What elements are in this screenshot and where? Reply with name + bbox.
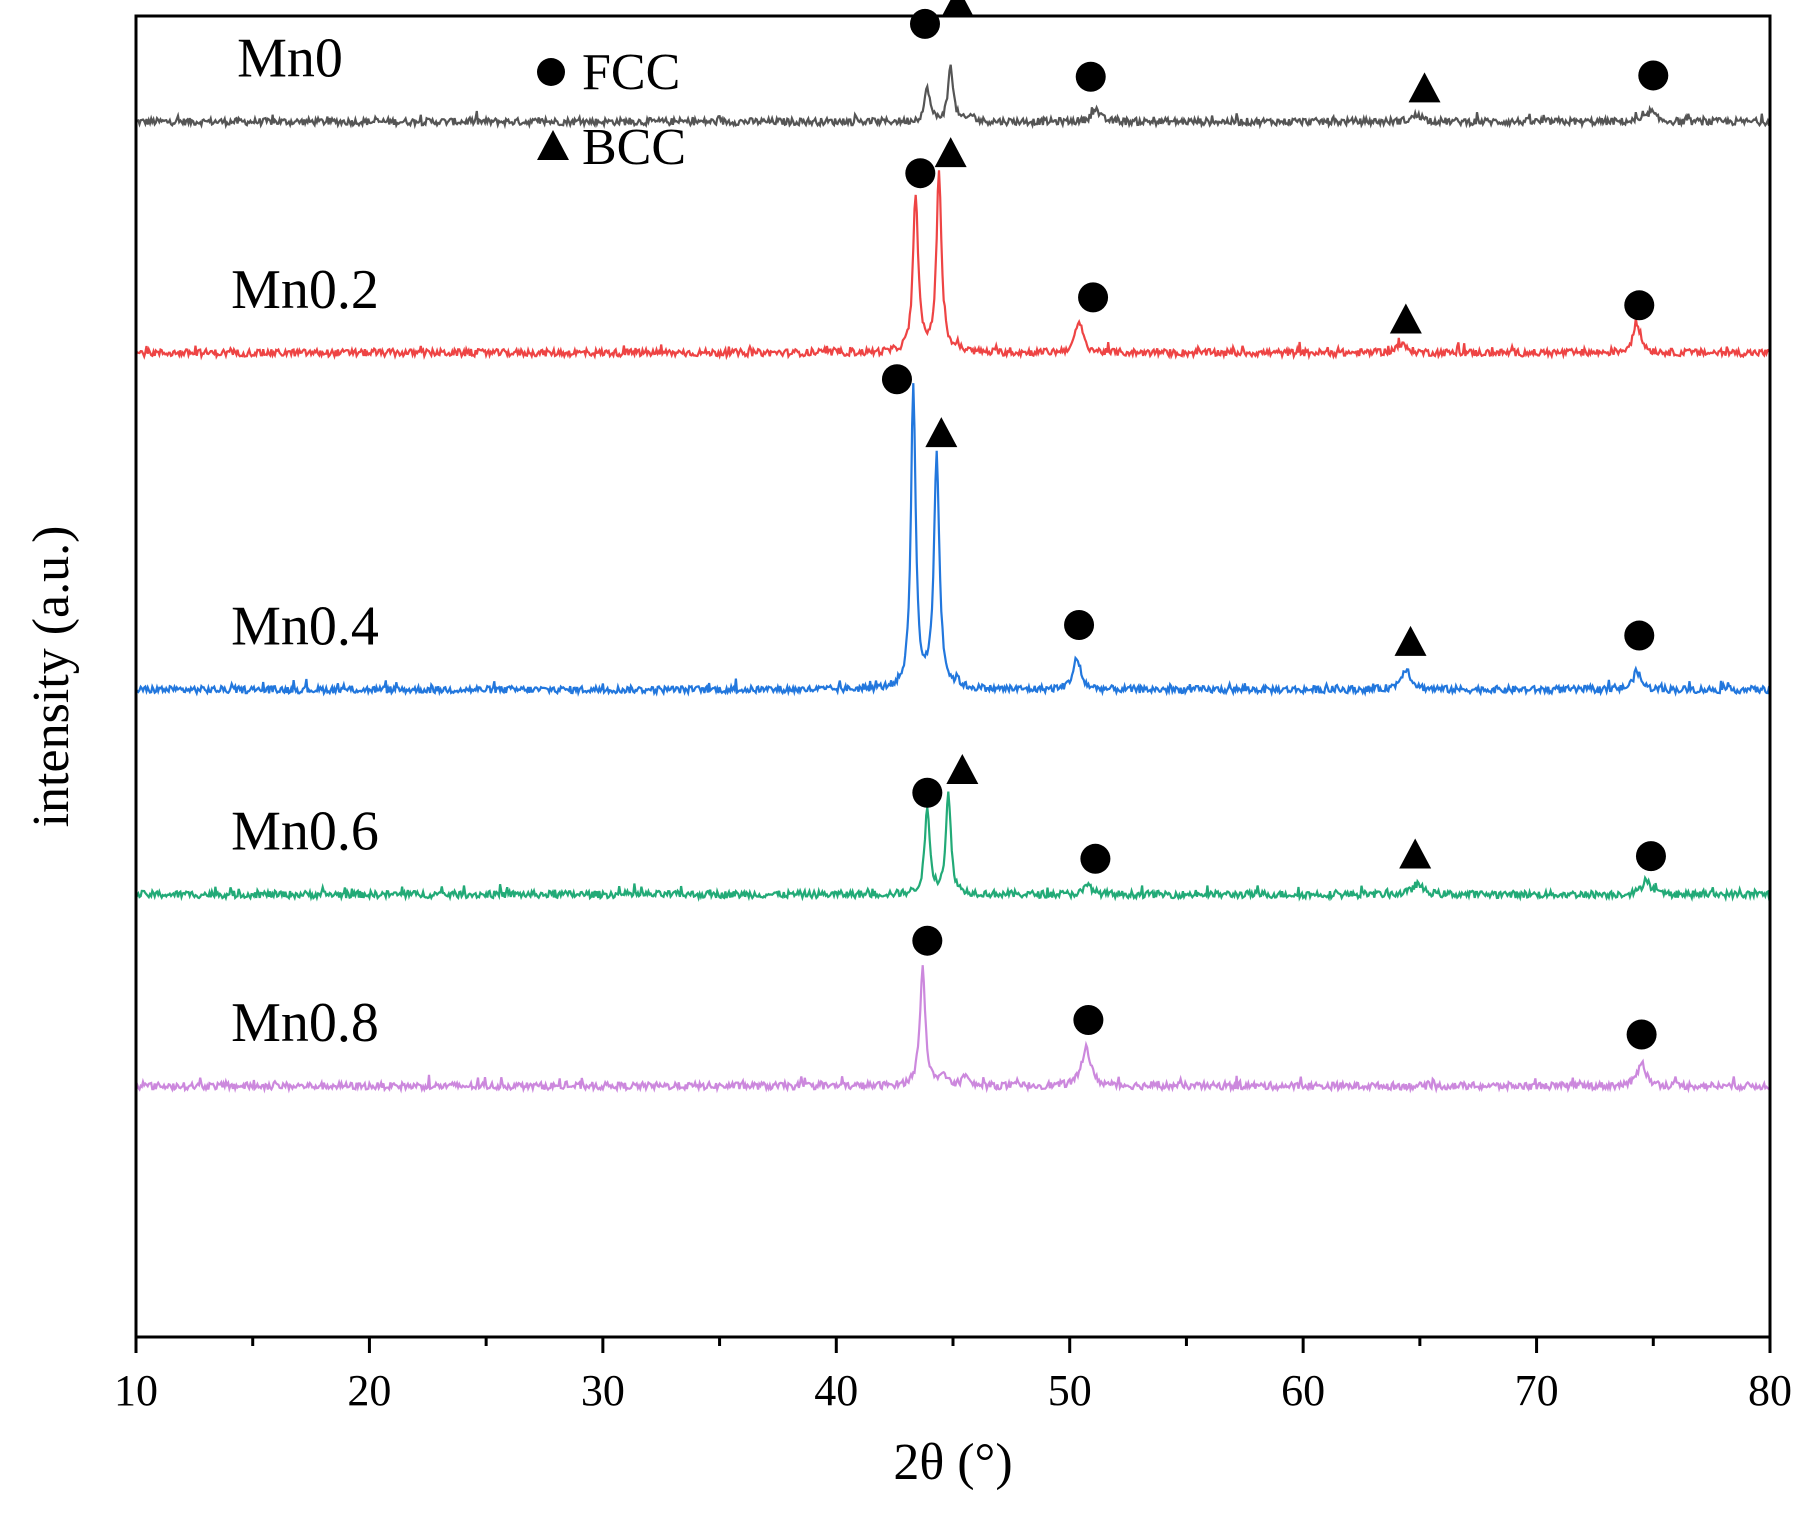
bcc-triangle-icon	[1389, 303, 1422, 334]
fcc-circle-icon	[912, 925, 943, 956]
series-label-mn0-4: Mn0.4	[231, 596, 379, 658]
legend: FCC BCC	[537, 44, 686, 176]
series-label-mn0-6: Mn0.6	[231, 800, 379, 862]
trace-mn0-8	[134, 965, 1771, 1094]
x-tick-label: 10	[114, 1366, 158, 1415]
trace-mn0-6	[134, 791, 1772, 903]
fcc-circle-icon	[1073, 1004, 1104, 1035]
legend-bcc-triangle-icon	[537, 130, 569, 160]
x-tick-label: 30	[581, 1366, 625, 1415]
fcc-circle-icon	[912, 777, 943, 808]
fcc-circle-icon	[1624, 290, 1655, 321]
fcc-circle-icon	[1078, 282, 1109, 313]
fcc-circle-icon	[909, 8, 940, 39]
x-tick-label: 20	[347, 1366, 391, 1415]
bcc-triangle-icon	[946, 753, 979, 784]
trace-mn0-2	[135, 170, 1772, 361]
x-tick-label: 70	[1515, 1366, 1559, 1415]
bcc-triangle-icon	[941, 0, 974, 17]
x-axis-ticks	[134, 1337, 1772, 1353]
series-label-mn0-8: Mn0.8	[231, 992, 379, 1054]
legend-fcc-circle-icon	[537, 58, 565, 86]
legend-bcc-label: BCC	[582, 119, 686, 176]
fcc-circle-icon	[1635, 841, 1666, 872]
x-tick-label: 80	[1748, 1366, 1792, 1415]
series-label-mn0-2: Mn0.2	[231, 259, 379, 321]
trace-mn0-4	[135, 383, 1771, 697]
x-axis-tick-labels: 10 20 30 40 50 60 70 80	[114, 1366, 1792, 1415]
fcc-circle-icon	[1638, 60, 1669, 91]
fcc-circle-icon	[1626, 1019, 1657, 1050]
series-traces	[134, 64, 1772, 1094]
trace-mn0	[135, 64, 1771, 130]
bcc-triangle-icon	[934, 137, 967, 168]
fcc-circle-icon	[1075, 61, 1106, 92]
legend-fcc-label: FCC	[582, 44, 680, 101]
x-tick-label: 40	[814, 1366, 858, 1415]
bcc-triangle-icon	[1394, 625, 1427, 656]
fcc-circle-icon	[905, 158, 936, 189]
y-axis-title: intensity (a.u.)	[23, 526, 80, 828]
x-tick-label: 60	[1281, 1366, 1325, 1415]
fcc-circle-icon	[1080, 843, 1111, 874]
series-label-mn0: Mn0	[237, 28, 343, 90]
x-axis-title: 2θ (°)	[893, 1434, 1012, 1491]
fcc-circle-icon	[881, 364, 912, 395]
bcc-triangle-icon	[1399, 838, 1432, 869]
bcc-triangle-icon	[1408, 72, 1441, 103]
bcc-triangle-icon	[925, 417, 958, 448]
series-labels: Mn0 Mn0.2 Mn0.4 Mn0.6 Mn0.8	[231, 28, 379, 1054]
fcc-circle-icon	[1624, 620, 1655, 651]
fcc-circle-icon	[1064, 609, 1095, 640]
phase-markers	[881, 0, 1669, 1050]
x-tick-label: 50	[1048, 1366, 1092, 1415]
